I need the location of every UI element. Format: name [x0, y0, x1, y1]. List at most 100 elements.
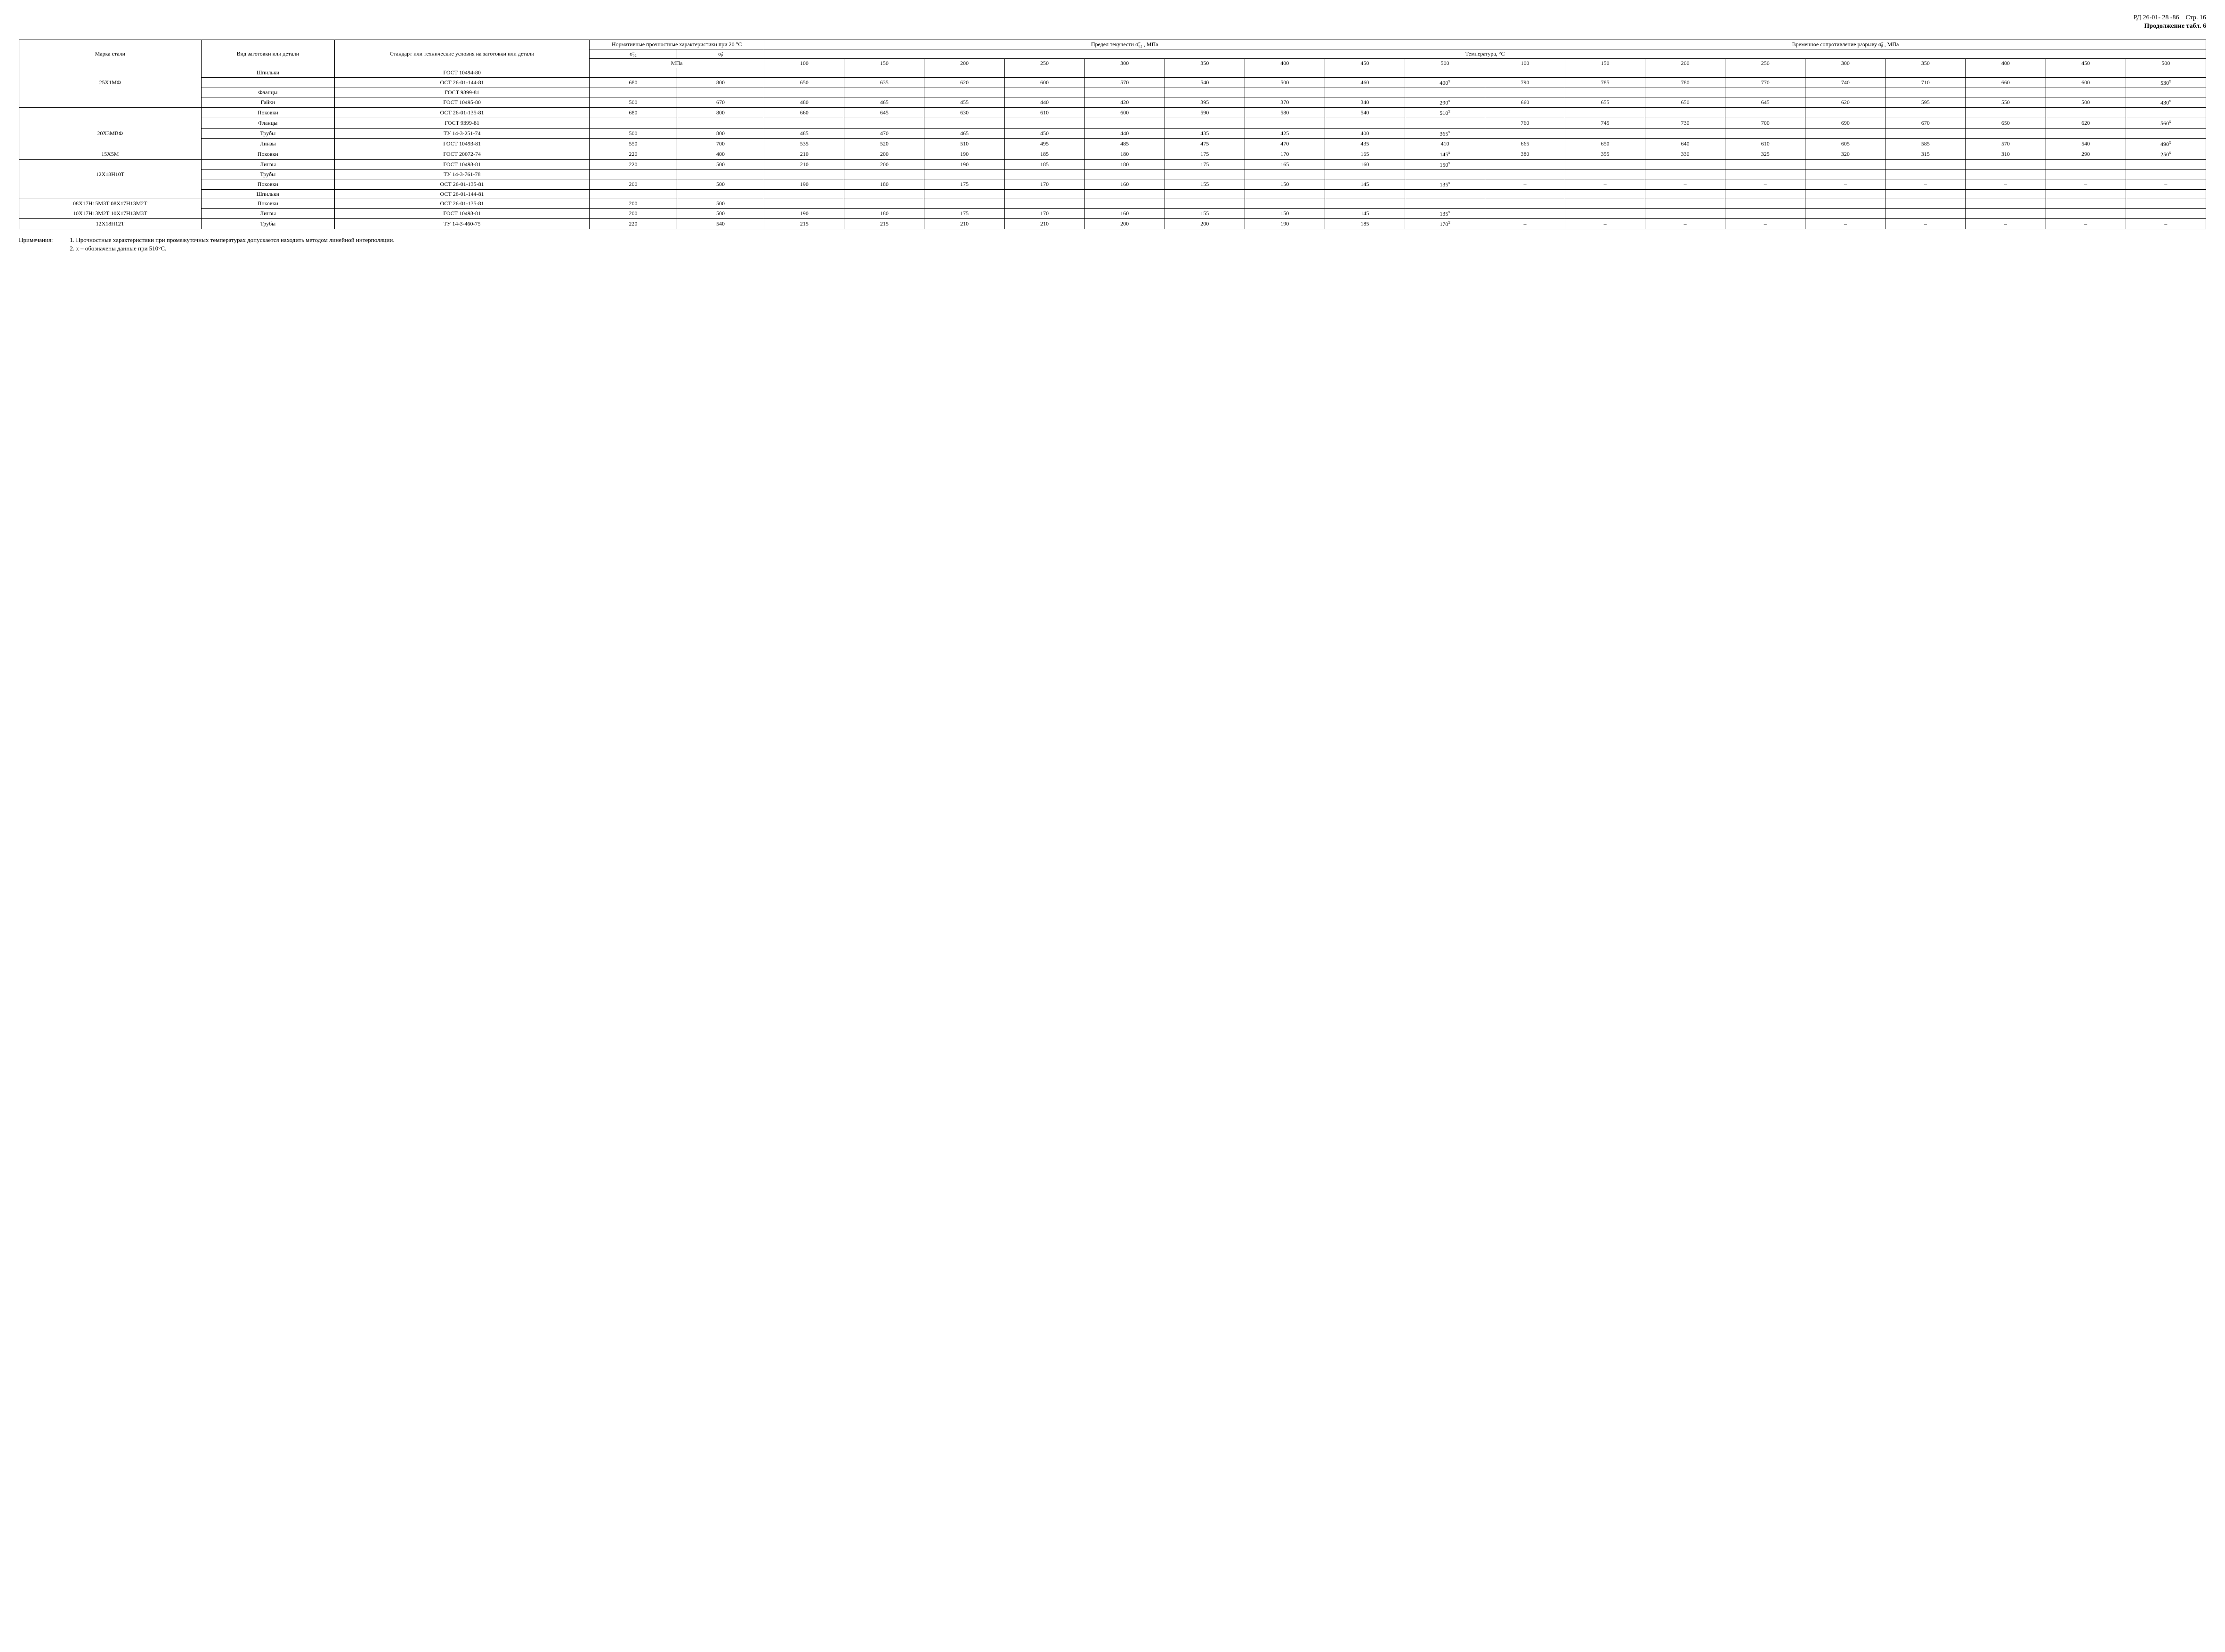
- cell-yield: 190: [764, 209, 844, 219]
- cell-tensile: [1565, 88, 1645, 97]
- cell-norm: [590, 88, 677, 97]
- cell-yield: 440: [1004, 97, 1084, 108]
- cell-tensile: 320: [1805, 149, 1885, 160]
- cell-yield: 435: [1165, 129, 1245, 139]
- note-line: 2. х – обозначены данные при 510°С.: [70, 245, 166, 252]
- cell-tensile: [1485, 170, 1565, 179]
- cell-yield: 135х: [1405, 179, 1485, 190]
- table-row: ПоковкиОСТ 26-01-135-8120050019018017517…: [19, 179, 2206, 190]
- cell-yield: [1245, 88, 1325, 97]
- cell-yield: 180: [1084, 149, 1165, 160]
- cell-tensile: –: [2046, 160, 2126, 170]
- cell-tensile: [1645, 170, 1725, 179]
- col-sigmab: σ̃ᵦ: [677, 49, 764, 59]
- table-row: ЛинзыГОСТ 10493-812205002102001901851801…: [19, 160, 2206, 170]
- cell-standard: ГОСТ 9399-81: [335, 118, 590, 129]
- col-temp-250-t: 250: [1725, 59, 1805, 68]
- col-temp-500-y: 500: [1405, 59, 1485, 68]
- cell-tensile: [1966, 170, 2046, 179]
- cell-tensile: 605: [1805, 139, 1885, 149]
- cell-tensile: 780: [1645, 78, 1725, 88]
- cell-tensile: 650: [1966, 118, 2046, 129]
- cell-tensile: –: [1565, 160, 1645, 170]
- cell-tensile: 380: [1485, 149, 1565, 160]
- cell-norm: 500: [677, 199, 764, 209]
- cell-norm: [590, 190, 677, 199]
- cell-blank-type: Шпильки: [201, 68, 334, 78]
- cell-blank-type: Трубы: [201, 170, 334, 179]
- cell-tensile: [2126, 190, 2206, 199]
- cell-steel-grade: 08Х17Н15М3Т 08Х17Н13М2Т: [19, 199, 202, 209]
- cell-yield: 465: [924, 129, 1004, 139]
- cell-yield: 215: [764, 219, 844, 229]
- cell-tensile: [1805, 190, 1885, 199]
- cell-norm: [590, 170, 677, 179]
- cell-standard: ОСТ 26-01-135-81: [335, 108, 590, 118]
- cell-tensile: [1485, 88, 1565, 97]
- cell-yield: 185: [1004, 160, 1084, 170]
- cell-tensile: [1565, 170, 1645, 179]
- cell-yield: [1405, 199, 1485, 209]
- cell-tensile: [2046, 108, 2126, 118]
- cell-yield: 175: [1165, 149, 1245, 160]
- cell-steel-grade: [19, 179, 202, 190]
- cell-yield: [1405, 68, 1485, 78]
- col-sigma02: σ̃₀₂: [590, 49, 677, 59]
- cell-norm: 200: [590, 199, 677, 209]
- cell-yield: 535: [764, 139, 844, 149]
- cell-steel-grade: [19, 139, 202, 149]
- cell-steel-grade: 20Х3МВФ: [19, 129, 202, 139]
- page-number: Стр. 16: [2186, 14, 2206, 21]
- cell-yield: [1245, 190, 1325, 199]
- cell-tensile: 325: [1725, 149, 1805, 160]
- cell-tensile: [1485, 108, 1565, 118]
- cell-yield: [1405, 190, 1485, 199]
- cell-yield: 160: [1325, 160, 1405, 170]
- cell-yield: [1165, 199, 1245, 209]
- cell-tensile: –: [1805, 179, 1885, 190]
- cell-tensile: [1645, 88, 1725, 97]
- cell-standard: ГОСТ 10493-81: [335, 160, 590, 170]
- cell-steel-grade: [19, 118, 202, 129]
- cell-steel-grade: [19, 68, 202, 78]
- col-temperature-row: Температура, °С: [764, 49, 2206, 59]
- cell-tensile: [1645, 68, 1725, 78]
- cell-tensile: [1805, 88, 1885, 97]
- cell-tensile: [1565, 68, 1645, 78]
- col-temp-200-y: 200: [924, 59, 1004, 68]
- cell-norm: 220: [590, 149, 677, 160]
- cell-yield: [1165, 88, 1245, 97]
- cell-tensile: [2126, 170, 2206, 179]
- cell-blank-type: Трубы: [201, 129, 334, 139]
- cell-standard: ОСТ 26-01-135-81: [335, 179, 590, 190]
- cell-tensile: 530х: [2126, 78, 2206, 88]
- cell-tensile: [1885, 199, 1966, 209]
- cell-yield: [924, 88, 1004, 97]
- cell-norm: 540: [677, 219, 764, 229]
- table-row: ФланцыГОСТ 9399-81: [19, 88, 2206, 97]
- cell-yield: 520: [844, 139, 924, 149]
- col-temp-150-y: 150: [844, 59, 924, 68]
- cell-yield: 455: [924, 97, 1004, 108]
- cell-tensile: –: [1805, 209, 1885, 219]
- cell-tensile: –: [2126, 219, 2206, 229]
- cell-tensile: –: [1805, 219, 1885, 229]
- cell-tensile: [1885, 170, 1966, 179]
- cell-yield: [1004, 118, 1084, 129]
- cell-yield: 210: [1004, 219, 1084, 229]
- cell-yield: 570: [1084, 78, 1165, 88]
- cell-tensile: [1725, 88, 1805, 97]
- cell-yield: 165: [1245, 160, 1325, 170]
- cell-yield: 185: [1325, 219, 1405, 229]
- col-tensile-group: Временное сопротивление разрыву σ̃ᵦ , МП…: [1485, 40, 2206, 49]
- cell-yield: 500: [1245, 78, 1325, 88]
- cell-yield: [844, 68, 924, 78]
- cell-yield: 475: [1165, 139, 1245, 149]
- cell-tensile: [2126, 108, 2206, 118]
- cell-tensile: [1485, 68, 1565, 78]
- cell-tensile: –: [1485, 160, 1565, 170]
- cell-yield: 190: [764, 179, 844, 190]
- cell-yield: [1325, 170, 1405, 179]
- cell-tensile: –: [1725, 160, 1805, 170]
- cell-yield: 435: [1325, 139, 1405, 149]
